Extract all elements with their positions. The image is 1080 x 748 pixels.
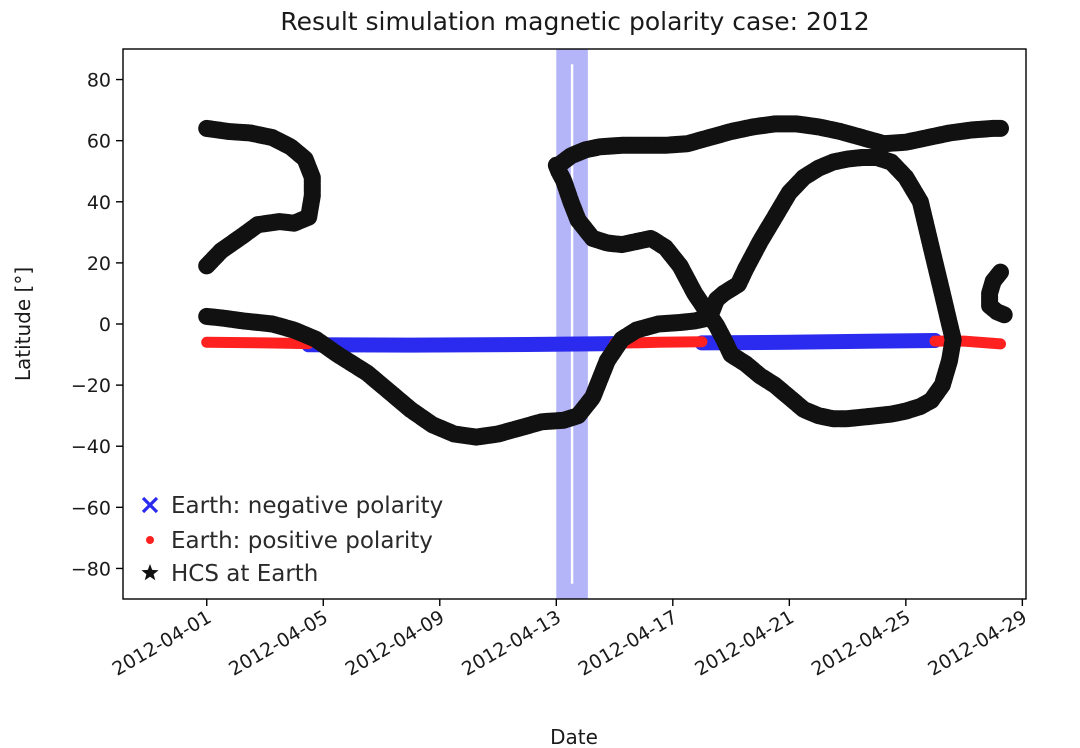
y-tick-label: 0 [99, 314, 111, 336]
x-tick-label: 2012-04-29 [924, 606, 1031, 680]
series-1-segment-0 [201, 336, 315, 350]
y-tick-label: 20 [87, 253, 111, 275]
legend-label: Earth: positive polarity [171, 528, 433, 554]
x-tick-label: 2012-04-05 [225, 606, 332, 680]
y-axis-label: Latitude [°] [11, 267, 35, 381]
x-tick-label: 2012-04-21 [691, 606, 798, 680]
series-0-segment-1 [694, 333, 943, 351]
legend-marker-dot [146, 536, 154, 544]
x-tick-label: 2012-04-09 [342, 606, 449, 680]
series-2-segment-0 [198, 119, 321, 275]
series-0-segment-0 [301, 336, 623, 353]
y-tick-label: 40 [87, 192, 111, 214]
series-2-segment-2 [550, 115, 1009, 174]
x-axis-label: Date [550, 725, 598, 748]
series-2-segment-1 [198, 149, 962, 446]
y-tick-label: −60 [71, 497, 111, 519]
y-tick-label: 80 [87, 70, 111, 92]
series-layer [198, 115, 1013, 446]
legend-marker-star [141, 564, 159, 581]
highlight-band-inner [570, 64, 574, 584]
y-axis: 80 60 40 20 0 −20 −40 −60 −80 [71, 70, 123, 580]
x-tick-label: 2012-04-01 [109, 606, 216, 680]
x-axis: 2012-04-01 2012-04-05 2012-04-09 2012-04-13… [109, 599, 1031, 681]
x-tick-label: 2012-04-13 [458, 606, 565, 680]
series-2-segment-3 [981, 263, 1013, 324]
x-tick-label: 2012-04-25 [808, 606, 915, 680]
y-tick-label: −80 [71, 558, 111, 580]
legend-label: HCS at Earth [171, 561, 318, 587]
y-tick-label: −20 [71, 375, 111, 397]
y-tick-label: 60 [87, 131, 111, 153]
y-tick-label: −40 [71, 436, 111, 458]
legend: Earth: negative polarity Earth: positive … [141, 493, 443, 587]
highlight-band-layer [556, 49, 588, 599]
legend-label: Earth: negative polarity [171, 493, 443, 519]
legend-marker-x [141, 496, 159, 514]
chart-title: Result simulation magnetic polarity case… [280, 7, 869, 36]
x-tick-label: 2012-04-17 [575, 606, 682, 680]
